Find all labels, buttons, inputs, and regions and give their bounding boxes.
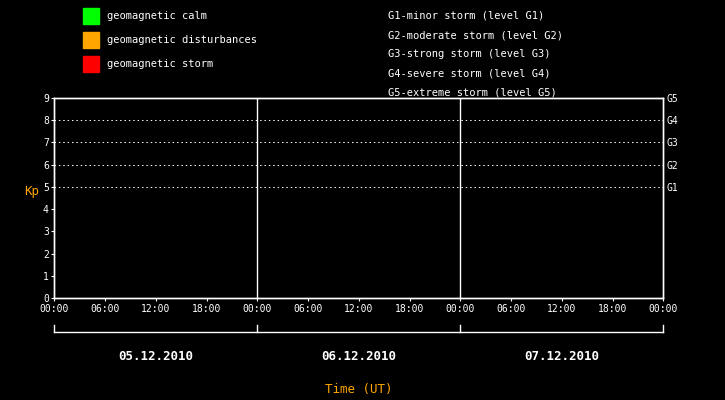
Text: G1-minor storm (level G1): G1-minor storm (level G1) <box>388 11 544 21</box>
Text: G5-extreme storm (level G5): G5-extreme storm (level G5) <box>388 88 557 98</box>
Text: 06.12.2010: 06.12.2010 <box>321 350 397 362</box>
Text: geomagnetic disturbances: geomagnetic disturbances <box>107 35 257 45</box>
Text: Time (UT): Time (UT) <box>325 384 393 396</box>
Text: G4-severe storm (level G4): G4-severe storm (level G4) <box>388 69 550 78</box>
Text: geomagnetic calm: geomagnetic calm <box>107 11 207 21</box>
Text: 05.12.2010: 05.12.2010 <box>118 350 194 362</box>
Text: geomagnetic storm: geomagnetic storm <box>107 59 213 69</box>
Y-axis label: Kp: Kp <box>25 185 39 198</box>
Text: G2-moderate storm (level G2): G2-moderate storm (level G2) <box>388 30 563 40</box>
Text: 07.12.2010: 07.12.2010 <box>524 350 600 362</box>
Text: G3-strong storm (level G3): G3-strong storm (level G3) <box>388 49 550 59</box>
